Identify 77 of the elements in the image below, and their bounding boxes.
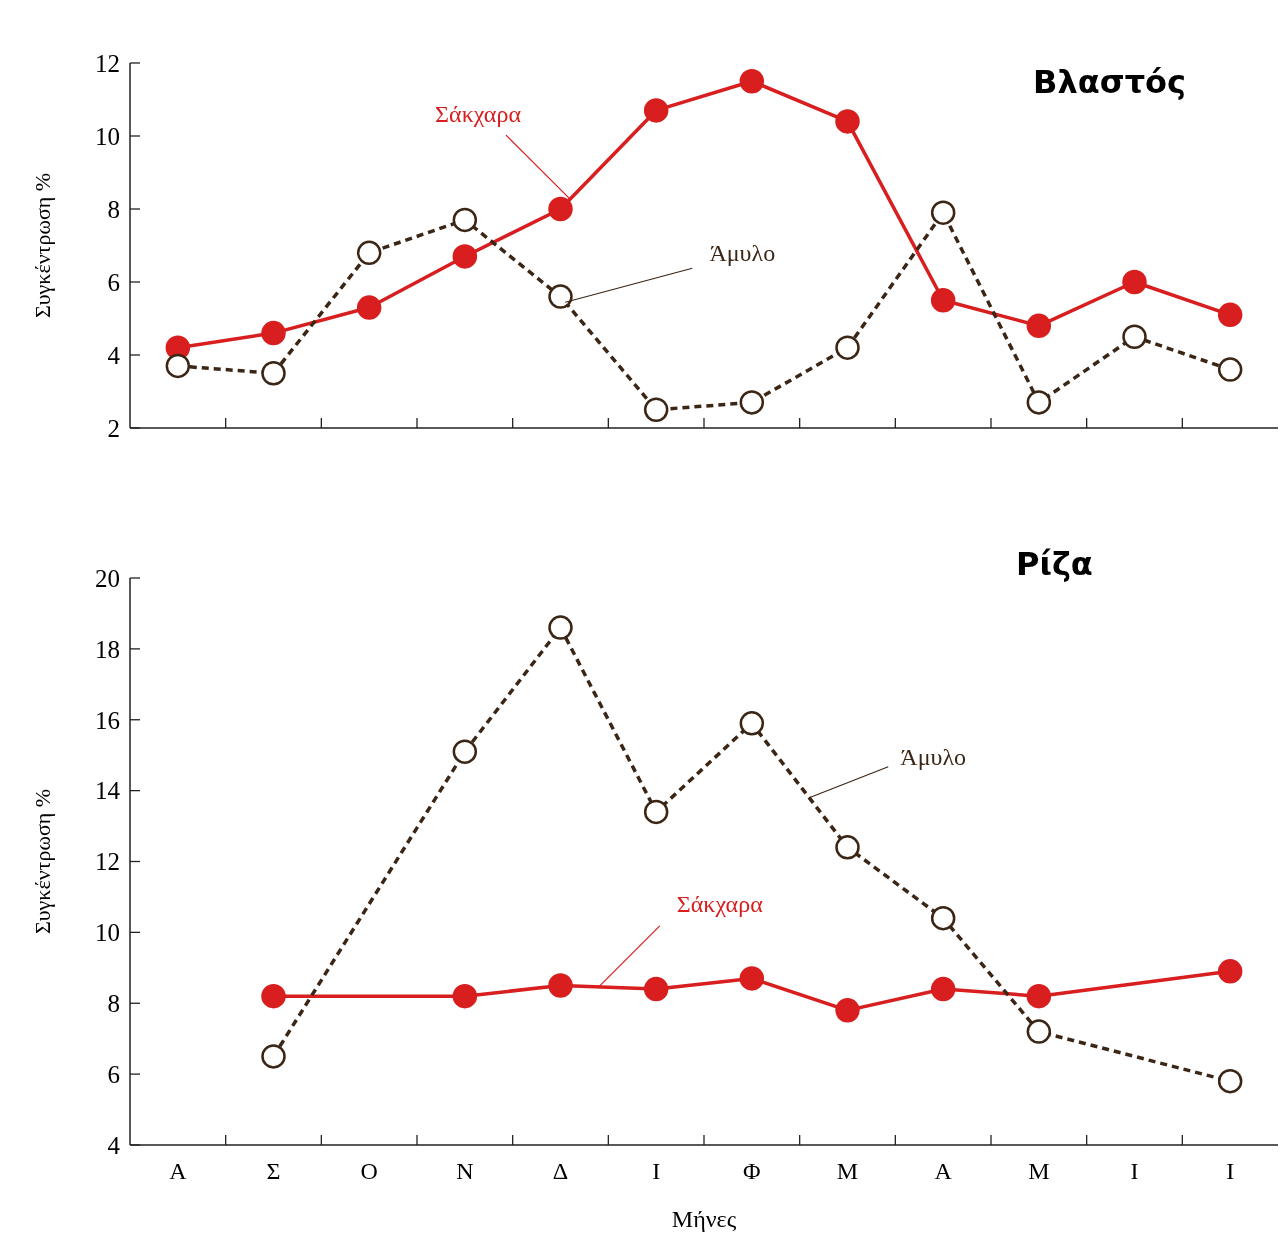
x-tick-label: Σ (266, 1158, 281, 1184)
y-tick-label: 12 (95, 49, 120, 77)
text: Σάκχαρα (435, 100, 522, 127)
point (930, 200, 956, 225)
point (1122, 269, 1147, 295)
point (835, 335, 860, 360)
x-tick-label: Ο (360, 1158, 378, 1184)
chart-title: Ρίζα (1016, 545, 1093, 583)
point (356, 295, 382, 320)
x-tick-label: Δ (552, 1158, 569, 1184)
y-tick-label: 8 (107, 195, 120, 223)
x-tick-label: Φ (743, 1158, 761, 1184)
point (261, 320, 286, 346)
point (261, 361, 286, 386)
text: Άμυλο (709, 239, 776, 266)
y-axis-title: Συγκέντρωση % (30, 788, 55, 935)
point (739, 390, 765, 415)
text: Άμυλο (900, 744, 967, 771)
y-tick-label: 10 (95, 122, 120, 150)
point (643, 976, 669, 1002)
point (643, 799, 669, 825)
y-tick-label: 6 (107, 268, 120, 296)
point (1217, 302, 1243, 328)
point (165, 353, 191, 379)
point (548, 196, 573, 222)
point (643, 397, 669, 422)
y-axis-title: Συγκέντρωση % (30, 172, 55, 319)
point (739, 711, 765, 736)
point (1122, 324, 1147, 349)
point (548, 284, 573, 309)
y-tick-label: 4 (107, 341, 121, 369)
point (452, 983, 478, 1009)
point (1026, 313, 1052, 339)
point (452, 739, 478, 764)
x-tick-label: Μ (836, 1158, 859, 1184)
y-tick-label: 12 (95, 848, 120, 876)
y-tick-label: 16 (95, 706, 120, 734)
point (452, 244, 478, 269)
point (261, 983, 286, 1009)
y-tick-label: 8 (107, 990, 120, 1017)
point (930, 288, 956, 313)
point (739, 69, 765, 94)
point (1217, 959, 1243, 984)
y-tick-label: 20 (95, 564, 120, 592)
y-tick-label: 10 (95, 919, 120, 947)
point (1217, 357, 1243, 382)
y-tick-label: 14 (95, 777, 121, 805)
point (739, 966, 765, 991)
point (1217, 1068, 1243, 1094)
point (835, 109, 860, 134)
y-tick-label: 18 (95, 635, 120, 663)
chart-title: Βλαστός (1033, 63, 1186, 101)
point (643, 98, 669, 123)
point (835, 835, 860, 860)
point (548, 973, 573, 998)
point (835, 998, 860, 1023)
x-tick-label: Ι (1226, 1158, 1235, 1184)
point (1026, 390, 1052, 415)
point (930, 905, 956, 931)
y-tick-label: 2 (107, 414, 120, 442)
x-tick-label: Α (169, 1158, 188, 1184)
x-tick-label: Α (934, 1158, 953, 1184)
x-axis-title: Μήνες (671, 1206, 737, 1232)
point (452, 207, 478, 233)
point (356, 240, 382, 266)
point (930, 976, 956, 1002)
point (261, 1044, 286, 1069)
text: Σάκχαρα (676, 891, 764, 918)
x-tick-label: Ι (1130, 1158, 1139, 1184)
y-tick-label: 4 (107, 1131, 121, 1159)
x-tick-label: Ν (456, 1158, 474, 1184)
x-tick-label: Ι (652, 1158, 661, 1184)
point (1026, 983, 1052, 1009)
x-tick-label: Μ (1028, 1158, 1050, 1184)
y-tick-label: 6 (107, 1060, 120, 1088)
point (548, 615, 573, 640)
point (1026, 1019, 1052, 1044)
